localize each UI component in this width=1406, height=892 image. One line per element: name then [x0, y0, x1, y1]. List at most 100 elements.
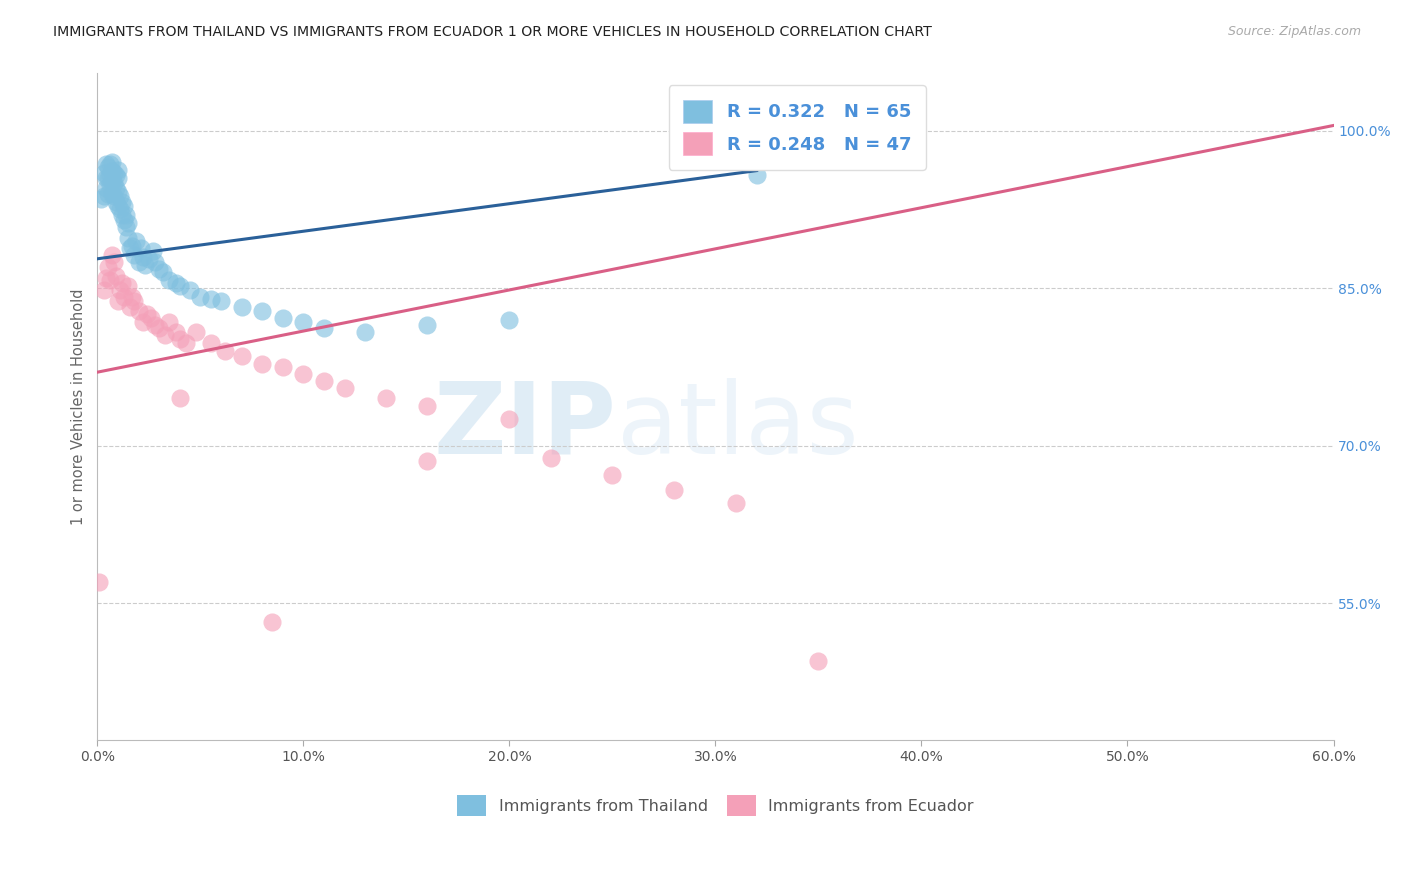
Point: [112, 199, 135, 213]
Point: [124, 247, 146, 261]
Text: ZIP: ZIP: [433, 378, 617, 475]
Point: [231, 350, 253, 364]
Point: [333, 381, 356, 395]
Point: [602, 468, 624, 483]
Point: [200, 292, 222, 306]
Point: [135, 308, 157, 322]
Point: [107, 171, 129, 186]
Point: [108, 202, 131, 217]
Point: [292, 315, 315, 329]
Point: [104, 168, 127, 182]
Legend: Immigrants from Thailand, Immigrants from Ecuador: Immigrants from Thailand, Immigrants fro…: [450, 789, 980, 822]
Point: [115, 208, 138, 222]
Point: [90, 192, 112, 206]
Point: [107, 199, 129, 213]
Point: [292, 368, 315, 382]
Y-axis label: 1 or more Vehicles in Household: 1 or more Vehicles in Household: [72, 288, 86, 524]
Point: [231, 300, 253, 314]
Point: [169, 279, 191, 293]
Point: [416, 454, 439, 468]
Point: [271, 359, 294, 374]
Point: [104, 181, 127, 195]
Point: [111, 195, 134, 210]
Point: [108, 283, 131, 297]
Point: [129, 241, 152, 255]
Point: [148, 321, 170, 335]
Point: [807, 654, 830, 668]
Point: [117, 231, 139, 245]
Point: [97, 171, 120, 186]
Point: [107, 293, 129, 308]
Point: [100, 186, 122, 201]
Point: [98, 178, 121, 193]
Text: atlas: atlas: [617, 378, 858, 475]
Point: [100, 163, 122, 178]
Point: [498, 312, 520, 326]
Point: [139, 310, 162, 325]
Point: [128, 304, 150, 318]
Point: [134, 258, 156, 272]
Point: [250, 357, 273, 371]
Point: [93, 166, 115, 180]
Point: [98, 168, 121, 182]
Point: [98, 273, 121, 287]
Point: [121, 239, 143, 253]
Point: [143, 255, 166, 269]
Point: [93, 283, 115, 297]
Point: [745, 168, 768, 182]
Point: [103, 166, 125, 180]
Point: [121, 289, 143, 303]
Point: [271, 310, 294, 325]
Point: [416, 399, 439, 413]
Point: [179, 283, 201, 297]
Point: [209, 293, 232, 308]
Point: [94, 270, 117, 285]
Point: [354, 326, 377, 340]
Point: [262, 615, 284, 629]
Point: [104, 268, 127, 283]
Point: [186, 326, 208, 340]
Text: Source: ZipAtlas.com: Source: ZipAtlas.com: [1227, 25, 1361, 38]
Point: [143, 318, 166, 332]
Point: [374, 392, 396, 406]
Point: [103, 255, 125, 269]
Point: [115, 220, 138, 235]
Point: [107, 185, 129, 199]
Point: [724, 496, 747, 510]
Point: [103, 189, 125, 203]
Point: [214, 344, 236, 359]
Point: [97, 260, 120, 275]
Point: [152, 265, 174, 279]
Point: [664, 483, 686, 497]
Point: [111, 208, 134, 222]
Point: [540, 451, 562, 466]
Point: [108, 189, 131, 203]
Point: [165, 326, 187, 340]
Point: [169, 332, 191, 346]
Point: [498, 412, 520, 426]
Point: [104, 195, 127, 210]
Point: [117, 279, 139, 293]
Point: [112, 213, 135, 227]
Point: [103, 176, 125, 190]
Point: [120, 241, 142, 255]
Point: [138, 252, 160, 266]
Point: [100, 247, 122, 261]
Point: [120, 300, 142, 314]
Point: [131, 315, 153, 329]
Point: [159, 315, 181, 329]
Point: [131, 250, 153, 264]
Point: [111, 276, 134, 290]
Point: [165, 276, 187, 290]
Point: [94, 171, 117, 186]
Point: [124, 293, 146, 308]
Point: [142, 244, 165, 259]
Point: [200, 335, 222, 350]
Point: [416, 318, 439, 332]
Point: [100, 174, 122, 188]
Point: [93, 189, 115, 203]
Text: IMMIGRANTS FROM THAILAND VS IMMIGRANTS FROM ECUADOR 1 OR MORE VEHICLES IN HOUSEH: IMMIGRANTS FROM THAILAND VS IMMIGRANTS F…: [53, 25, 932, 39]
Point: [107, 162, 129, 177]
Point: [148, 262, 170, 277]
Point: [128, 255, 150, 269]
